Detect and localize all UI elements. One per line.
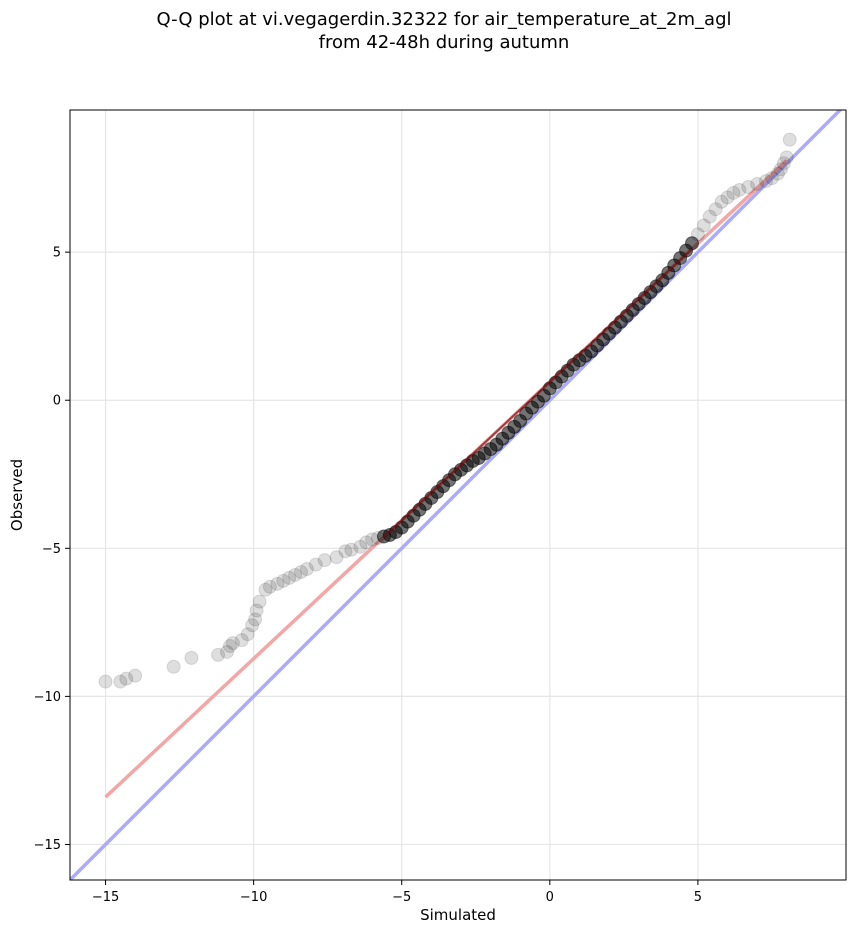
data-point bbox=[270, 576, 285, 591]
data-point bbox=[714, 194, 729, 209]
data-point bbox=[276, 573, 291, 588]
data-point bbox=[222, 639, 237, 654]
data-point bbox=[741, 180, 756, 194]
data-point bbox=[776, 156, 791, 171]
data-point bbox=[720, 190, 735, 205]
data-point bbox=[294, 565, 309, 579]
data-point bbox=[219, 644, 234, 659]
x-axis-label: Simulated bbox=[420, 906, 496, 924]
y-tick-label: 5 bbox=[53, 246, 61, 261]
data-point bbox=[773, 162, 788, 177]
data-point bbox=[764, 171, 779, 186]
data-point bbox=[317, 553, 332, 568]
data-point bbox=[252, 594, 267, 609]
data-point bbox=[353, 539, 368, 554]
identity-line bbox=[70, 110, 843, 880]
data-point bbox=[782, 132, 797, 147]
data-point bbox=[249, 603, 264, 618]
data-point bbox=[225, 636, 240, 651]
x-tick-label: −10 bbox=[240, 890, 267, 905]
x-tick-label: 5 bbox=[694, 890, 702, 905]
x-tick-label: −5 bbox=[392, 890, 411, 905]
data-point bbox=[690, 227, 705, 242]
fit-line-overlay bbox=[383, 248, 693, 538]
chart-title-line-1: Q-Q plot at vi.vegagerdin.32322 for air_… bbox=[157, 9, 732, 30]
chart-title-line-2: from 42-48h during autumn bbox=[319, 32, 570, 53]
plot-frame bbox=[69, 109, 847, 881]
y-tick-label: −15 bbox=[34, 838, 61, 853]
y-tick-label: −5 bbox=[42, 542, 61, 557]
data-point bbox=[240, 627, 255, 642]
data-point bbox=[258, 582, 273, 597]
data-point bbox=[128, 668, 143, 683]
data-point bbox=[166, 659, 181, 674]
data-point bbox=[726, 185, 741, 200]
data-point bbox=[245, 618, 260, 633]
data-point bbox=[750, 177, 765, 192]
y-tick-label: 0 bbox=[53, 394, 61, 409]
data-point bbox=[702, 209, 717, 224]
data-point bbox=[329, 550, 344, 565]
data-point bbox=[696, 218, 711, 233]
data-point bbox=[119, 671, 134, 686]
data-point bbox=[338, 544, 353, 559]
axis-ticks: −15 −10 −5 0 5 −15 −10 −5 0 5 bbox=[34, 246, 702, 905]
data-point bbox=[184, 650, 199, 665]
data-point bbox=[770, 166, 785, 181]
data-point bbox=[308, 557, 323, 572]
data-point bbox=[288, 567, 303, 582]
data-point bbox=[299, 562, 314, 577]
data-point bbox=[98, 674, 113, 689]
y-tick-label: −10 bbox=[34, 690, 61, 705]
data-point bbox=[708, 202, 723, 217]
data-point bbox=[248, 612, 263, 627]
data-point bbox=[113, 674, 128, 689]
data-point bbox=[282, 570, 297, 585]
data-point bbox=[234, 633, 249, 648]
data-point bbox=[359, 535, 374, 550]
x-tick-label: −15 bbox=[92, 890, 119, 905]
reference-lines bbox=[70, 110, 843, 880]
gridlines bbox=[70, 110, 846, 880]
data-points bbox=[98, 132, 797, 689]
data-point bbox=[759, 174, 774, 189]
y-axis-label: Observed bbox=[8, 459, 26, 531]
x-tick-label: 0 bbox=[546, 890, 554, 905]
data-point bbox=[211, 647, 226, 662]
data-point bbox=[732, 182, 747, 197]
data-point bbox=[262, 579, 277, 594]
data-point bbox=[779, 150, 794, 165]
data-point bbox=[344, 542, 359, 557]
